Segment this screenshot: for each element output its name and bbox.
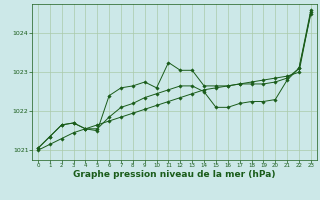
X-axis label: Graphe pression niveau de la mer (hPa): Graphe pression niveau de la mer (hPa) (73, 170, 276, 179)
